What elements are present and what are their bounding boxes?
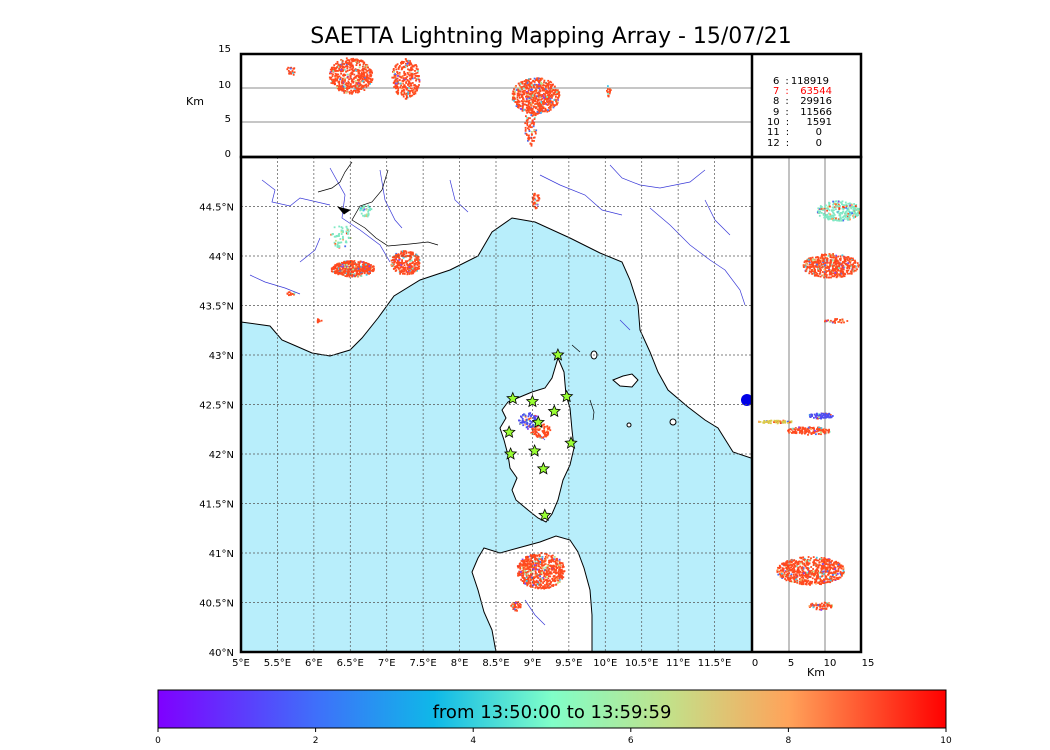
height-tick-5: 5 [225, 114, 231, 125]
station-star-icon [525, 394, 540, 408]
stats-row: 12:0 [767, 138, 822, 149]
station-star-icon [536, 461, 551, 475]
colorbar-label: from 13:50:00 to 13:59:59 [432, 702, 672, 723]
elba-island [612, 373, 639, 388]
height-panel: Km 15 10 5 0 [186, 44, 861, 160]
stats-row: 10:1591 [767, 117, 832, 128]
lat-tick-label: 43.5°N [199, 302, 234, 313]
source-stats: 6:118919 7:63544 8:29916 9:11566 10:1591… [767, 76, 832, 149]
montecristo-island [626, 422, 632, 428]
lat-tick-label: 44°N [209, 252, 234, 263]
lat-tick-label: 40.5°N [199, 599, 234, 610]
lon-tick-label: 8°E [451, 658, 469, 669]
lon-tick-label: 10°E [593, 658, 617, 669]
side-tick-10: 10 [824, 658, 837, 669]
chart-title: SAETTA Lightning Mapping Array - 15/07/2… [310, 24, 792, 49]
side-tick-5: 5 [788, 658, 794, 669]
height-tick-0: 0 [225, 149, 231, 160]
lon-tick-labels: 5°E 5.5°E 6°E 6.5°E 7°E 7.5°E 8°E 8.5°E 9°E 9.5°E… [232, 658, 731, 669]
stats-row: 9:11566 [773, 107, 832, 118]
lon-tick-label: 10.5°E [625, 658, 659, 669]
height-panel-sources [286, 57, 612, 147]
colorbar-tick: 8 [786, 736, 792, 746]
station-star-icon [547, 404, 561, 418]
blue-marker [741, 394, 751, 406]
height-panel-ylabel: Km [186, 95, 204, 108]
lon-tick-label: 7.5°E [410, 658, 437, 669]
lon-tick-label: 6.5°E [337, 658, 364, 669]
map-panel: 5°E 5.5°E 6°E 6.5°E 7°E 7.5°E 8°E 8.5°E 9°E 9.5°E… [199, 157, 751, 669]
mainland-coastline [241, 217, 751, 459]
side-panel-sources [758, 200, 861, 611]
lon-tick-label: 6°E [305, 658, 323, 669]
station-star-icon [503, 446, 518, 460]
height-tick-10: 10 [218, 80, 231, 91]
station-star-icon [531, 415, 545, 429]
rivers-borders [249, 164, 746, 626]
station-star-icon [506, 391, 520, 405]
lon-tick-label: 9°E [524, 658, 542, 669]
lon-tick-label: 8.5°E [482, 658, 509, 669]
lon-tick-label: 7°E [378, 658, 396, 669]
giglio-island [669, 418, 677, 426]
colorbar-tick: 6 [628, 736, 634, 746]
lma-stations [502, 347, 578, 522]
lat-tick-label: 42.5°N [199, 401, 234, 412]
colorbar-tick: 0 [155, 736, 161, 746]
colorbar-tick: 10 [940, 736, 952, 746]
stats-row: 7:63544 [773, 86, 832, 97]
station-star-icon [538, 508, 552, 522]
country-borders [317, 161, 595, 421]
station-star-icon [564, 436, 578, 449]
colorbar: 0 2 4 6 8 10 [155, 689, 952, 746]
side-tick-0: 0 [752, 658, 758, 669]
side-tick-15: 15 [862, 658, 875, 669]
lat-tick-label: 41°N [209, 549, 234, 560]
colorbar-tick: 2 [313, 736, 319, 746]
lon-tick-label: 9.5°E [555, 658, 582, 669]
lon-tick-label: 11.5°E [698, 658, 732, 669]
side-panel-xlabel: Km [807, 666, 825, 679]
side-panel: Km 0 5 10 15 [752, 157, 875, 679]
station-star-icon [527, 443, 542, 457]
lat-tick-label: 42°N [209, 450, 234, 461]
map-grid [241, 157, 751, 652]
height-tick-15: 15 [218, 44, 231, 55]
stats-row: 11:0 [767, 127, 822, 138]
lat-tick-label: 40°N [209, 648, 234, 659]
lat-tick-label: 44.5°N [199, 203, 234, 214]
lon-tick-label: 11°E [666, 658, 690, 669]
lat-tick-labels: 44.5°N 44°N 43.5°N 43°N 42.5°N 42°N 41.5°N 41°N… [199, 203, 234, 660]
station-star-icon [560, 389, 574, 403]
stats-row: 6:118919 [773, 76, 829, 87]
lon-tick-label: 5.5°E [264, 658, 291, 669]
station-star-icon [502, 425, 516, 438]
lat-tick-label: 43°N [209, 351, 234, 362]
colorbar-tick: 4 [470, 736, 476, 746]
station-star-icon [551, 347, 565, 361]
lon-tick-label: 5°E [232, 658, 250, 669]
lat-tick-label: 41.5°N [199, 500, 234, 511]
map-frame [239, 155, 863, 654]
stats-row: 8:29916 [773, 96, 832, 107]
